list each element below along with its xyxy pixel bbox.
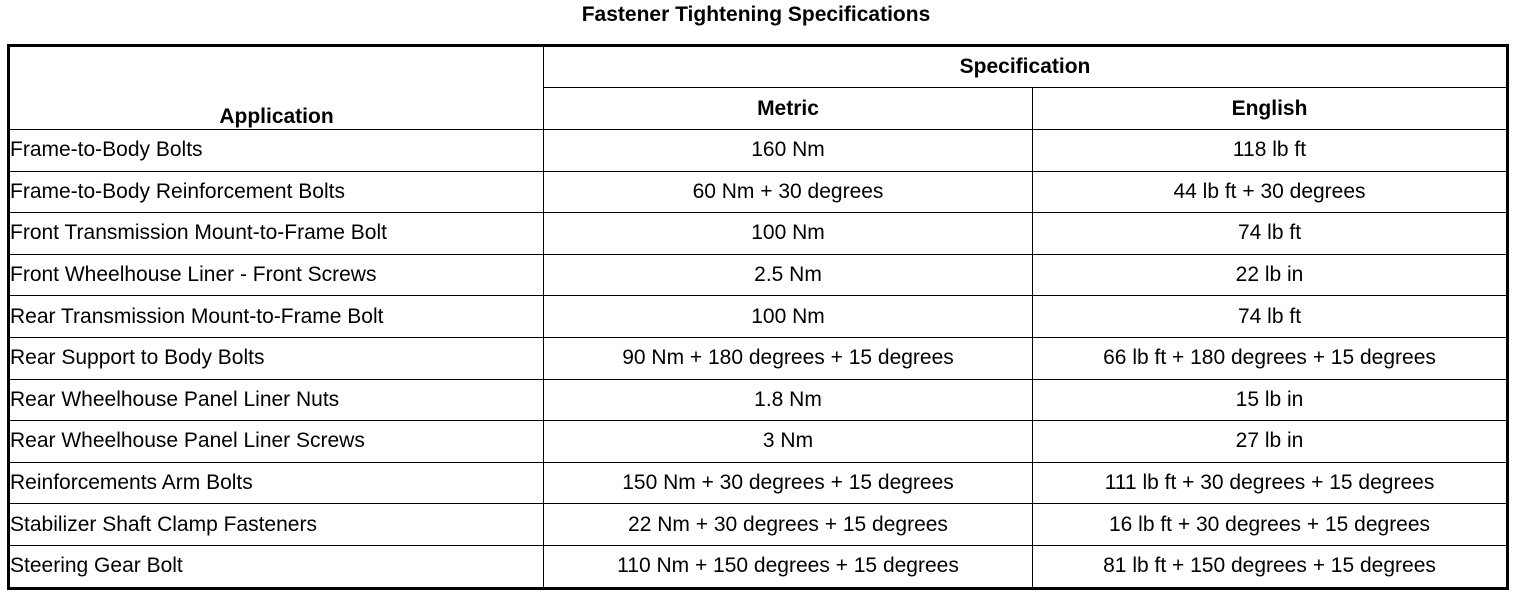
table-row: Stabilizer Shaft Clamp Fasteners 22 Nm +… — [8, 503, 1509, 546]
table-row: Steering Gear Bolt 110 Nm + 150 degrees … — [8, 544, 1509, 589]
column-header-english: English — [1031, 87, 1509, 130]
cell-metric: 110 Nm + 150 degrees + 15 degrees — [543, 544, 1033, 589]
cell-english: 74 lb ft — [1031, 295, 1509, 338]
column-header-metric: Metric — [543, 87, 1033, 130]
column-header-application: Application — [8, 45, 544, 130]
cell-application: Front Transmission Mount-to-Frame Bolt — [8, 212, 544, 255]
table-header: Application Specification Metric English — [8, 45, 1509, 130]
cell-metric: 1.8 Nm — [543, 378, 1033, 422]
cell-application: Reinforcements Arm Bolts — [8, 461, 544, 505]
cell-metric: 150 Nm + 30 degrees + 15 degrees — [543, 461, 1033, 505]
cell-application: Rear Wheelhouse Panel Liner Nuts — [8, 378, 544, 422]
cell-metric: 60 Nm + 30 degrees — [543, 170, 1033, 214]
cell-english: 66 lb ft + 180 degrees + 15 degrees — [1031, 336, 1509, 380]
column-group-header-specification: Specification — [542, 45, 1509, 88]
cell-application: Stabilizer Shaft Clamp Fasteners — [8, 503, 544, 546]
cell-metric: 90 Nm + 180 degrees + 15 degrees — [543, 336, 1033, 380]
cell-application: Rear Transmission Mount-to-Frame Bolt — [8, 295, 544, 338]
cell-english: 74 lb ft — [1031, 212, 1509, 255]
table-row: Front Wheelhouse Liner - Front Screws 2.… — [8, 253, 1509, 297]
cell-english: 27 lb in — [1031, 420, 1509, 463]
cell-application: Rear Wheelhouse Panel Liner Screws — [8, 420, 544, 463]
table-row: Frame-to-Body Bolts 160 Nm 118 lb ft — [8, 129, 1509, 172]
table-row: Frame-to-Body Reinforcement Bolts 60 Nm … — [8, 170, 1509, 214]
cell-metric: 22 Nm + 30 degrees + 15 degrees — [543, 503, 1033, 546]
table-row: Reinforcements Arm Bolts 150 Nm + 30 deg… — [8, 461, 1509, 505]
cell-metric: 100 Nm — [543, 212, 1033, 255]
cell-metric: 3 Nm — [543, 420, 1033, 463]
cell-metric: 100 Nm — [543, 295, 1033, 338]
table-body: Frame-to-Body Bolts 160 Nm 118 lb ft Fra… — [8, 129, 1509, 589]
table-row: Rear Support to Body Bolts 90 Nm + 180 d… — [8, 336, 1509, 380]
cell-english: 15 lb in — [1031, 378, 1509, 422]
cell-application: Steering Gear Bolt — [8, 544, 544, 589]
cell-english: 81 lb ft + 150 degrees + 15 degrees — [1031, 544, 1509, 589]
table-row: Rear Wheelhouse Panel Liner Nuts 1.8 Nm … — [8, 378, 1509, 422]
table-row: Rear Wheelhouse Panel Liner Screws 3 Nm … — [8, 420, 1509, 463]
table-row: Rear Transmission Mount-to-Frame Bolt 10… — [8, 295, 1509, 338]
page-title: Fastener Tightening Specifications — [581, 3, 931, 26]
cell-metric: 2.5 Nm — [543, 253, 1033, 297]
cell-application: Rear Support to Body Bolts — [8, 336, 544, 380]
cell-english: 118 lb ft — [1031, 129, 1509, 172]
spec-table: Application Specification Metric English… — [7, 44, 1510, 590]
table-row: Front Transmission Mount-to-Frame Bolt 1… — [8, 212, 1509, 255]
cell-english: 111 lb ft + 30 degrees + 15 degrees — [1031, 461, 1509, 505]
cell-english: 22 lb in — [1031, 253, 1509, 297]
cell-application: Frame-to-Body Reinforcement Bolts — [8, 170, 544, 214]
cell-application: Frame-to-Body Bolts — [8, 129, 544, 172]
cell-english: 16 lb ft + 30 degrees + 15 degrees — [1031, 503, 1509, 546]
cell-metric: 160 Nm — [543, 129, 1033, 172]
cell-english: 44 lb ft + 30 degrees — [1031, 170, 1509, 214]
cell-application: Front Wheelhouse Liner - Front Screws — [8, 253, 544, 297]
